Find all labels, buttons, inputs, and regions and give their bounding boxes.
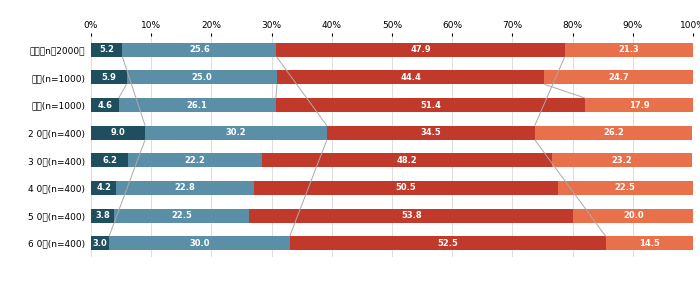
Text: 22.2: 22.2 (185, 156, 206, 165)
Bar (109, 237, 290, 250)
Bar (91, 237, 109, 250)
Bar (91, 209, 114, 222)
Bar (116, 181, 253, 195)
Text: 25.6: 25.6 (189, 45, 210, 54)
Text: 22.8: 22.8 (174, 184, 195, 193)
Text: 50.5: 50.5 (395, 184, 416, 193)
Text: 21.3: 21.3 (619, 45, 639, 54)
Bar (573, 209, 694, 222)
Text: 24.7: 24.7 (608, 73, 629, 82)
Text: 14.5: 14.5 (639, 239, 660, 248)
Text: 51.4: 51.4 (420, 100, 441, 109)
Bar (277, 71, 545, 84)
Text: 9.0: 9.0 (111, 128, 125, 137)
Bar (119, 98, 276, 112)
Bar (91, 71, 127, 84)
Text: 3.0: 3.0 (92, 239, 107, 248)
Bar (128, 153, 262, 167)
Text: 52.5: 52.5 (438, 239, 458, 248)
Bar (606, 237, 693, 250)
Text: 48.2: 48.2 (397, 156, 417, 165)
Text: 34.5: 34.5 (421, 128, 441, 137)
Text: 3.8: 3.8 (95, 211, 110, 220)
Text: 22.5: 22.5 (172, 211, 192, 220)
Bar (565, 43, 693, 57)
Text: 5.2: 5.2 (99, 45, 114, 54)
Bar (91, 98, 119, 112)
Text: 4.6: 4.6 (97, 100, 112, 109)
Bar (91, 126, 145, 140)
Text: 44.4: 44.4 (400, 73, 421, 82)
Bar (585, 98, 693, 112)
Bar (145, 126, 327, 140)
Bar (545, 71, 693, 84)
Bar (127, 71, 277, 84)
Bar (290, 237, 606, 250)
Text: 17.9: 17.9 (629, 100, 650, 109)
Bar (276, 98, 585, 112)
Bar (91, 43, 122, 57)
Bar (114, 209, 249, 222)
Bar (249, 209, 573, 222)
Text: 30.2: 30.2 (226, 128, 246, 137)
Text: 5.9: 5.9 (102, 73, 116, 82)
Bar (327, 126, 535, 140)
Bar (557, 181, 693, 195)
Bar (91, 181, 116, 195)
Bar (276, 43, 565, 57)
Text: 47.9: 47.9 (410, 45, 431, 54)
Bar (535, 126, 692, 140)
Text: 53.8: 53.8 (401, 211, 421, 220)
Bar (91, 153, 128, 167)
Bar (122, 43, 276, 57)
Text: 4.2: 4.2 (96, 184, 111, 193)
Text: 6.2: 6.2 (102, 156, 117, 165)
Bar (262, 153, 552, 167)
Bar (552, 153, 692, 167)
Text: 23.2: 23.2 (612, 156, 632, 165)
Text: 26.2: 26.2 (603, 128, 624, 137)
Bar (253, 181, 558, 195)
Text: 30.0: 30.0 (189, 239, 209, 248)
Text: 20.0: 20.0 (623, 211, 644, 220)
Text: 22.5: 22.5 (615, 184, 636, 193)
Text: 26.1: 26.1 (187, 100, 208, 109)
Text: 25.0: 25.0 (191, 73, 212, 82)
